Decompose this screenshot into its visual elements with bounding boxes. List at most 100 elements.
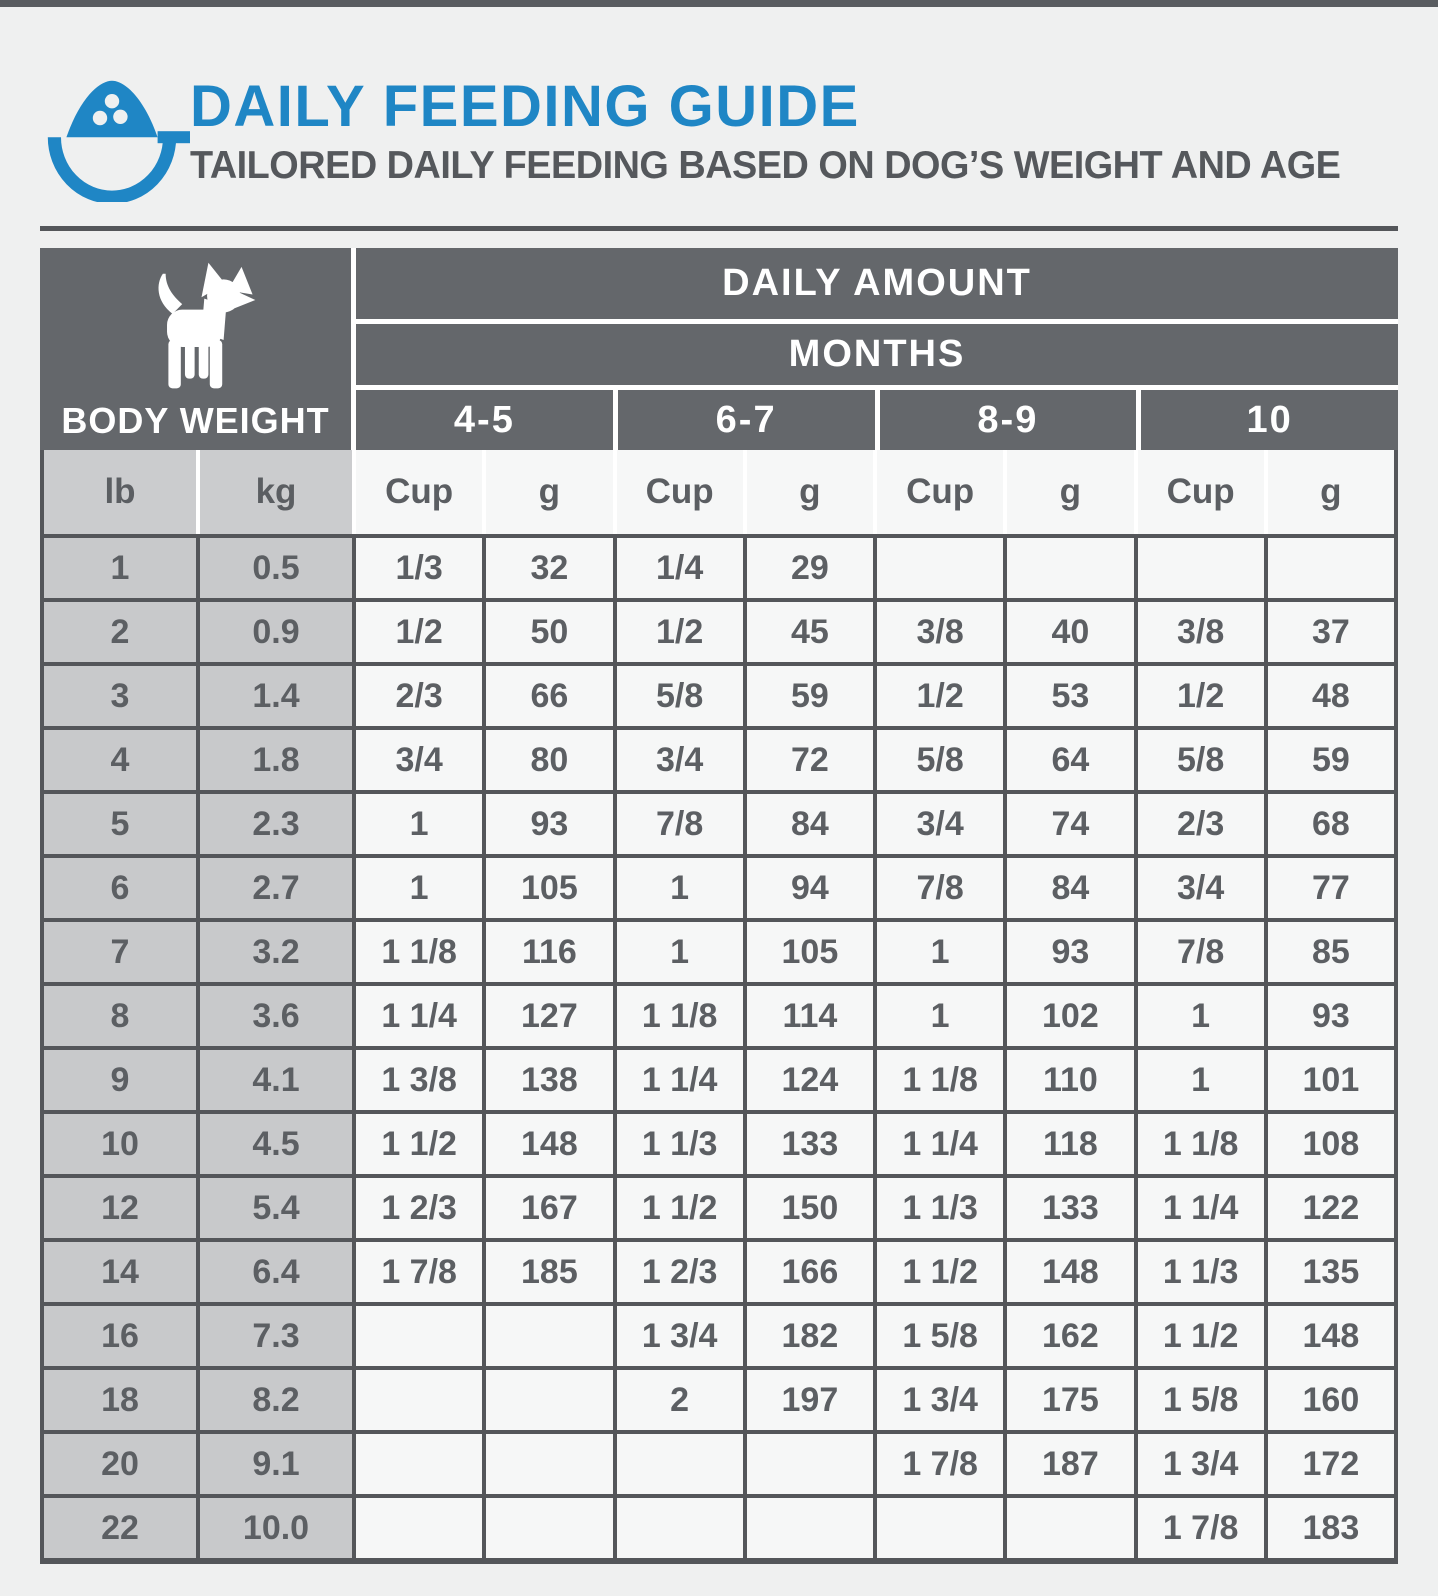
age-group-4-5: 4-5: [453, 398, 515, 441]
amount-cell: 5/8: [1137, 730, 1264, 790]
table-header: BODY WEIGHT DAILY AMOUNT MONTHS 4-5 6-7 …: [40, 248, 1398, 450]
amount-cell: 1 1/8: [616, 986, 743, 1046]
amount-cell: 1 5/8: [877, 1306, 1004, 1366]
amount-cell: 72: [746, 730, 873, 790]
amount-cell: 148: [1007, 1242, 1134, 1302]
amount-cell: 1/3: [356, 538, 483, 598]
amount-cell: 1 1/4: [616, 1050, 743, 1110]
amount-cell: 2: [616, 1370, 743, 1430]
unit-g-10: g: [1267, 450, 1394, 534]
body-weight-cell: 2: [44, 602, 196, 662]
amount-cell: 1 1/8: [356, 922, 483, 982]
amount-cell: 1 1/8: [1137, 1114, 1264, 1174]
amount-cell: 2/3: [356, 666, 483, 726]
amount-cell: 172: [1267, 1434, 1394, 1494]
amount-cell: 84: [746, 794, 873, 854]
body-weight-cell: 5.4: [200, 1178, 352, 1238]
unit-g-8-9: g: [1007, 450, 1134, 534]
amount-cell: 7/8: [877, 858, 1004, 918]
amount-cell: 45: [746, 602, 873, 662]
amount-cell: 102: [1007, 986, 1134, 1046]
amount-cell: 1 1/2: [877, 1242, 1004, 1302]
amount-cell: 1/2: [356, 602, 483, 662]
body-weight-cell: 4: [44, 730, 196, 790]
months-label: MONTHS: [788, 333, 966, 375]
amount-cell: 167: [486, 1178, 613, 1238]
amount-cell: [486, 1434, 613, 1494]
body-weight-cell: 6: [44, 858, 196, 918]
body-weight-cell: 4.1: [200, 1050, 352, 1110]
amount-cell: 116: [486, 922, 613, 982]
amount-cell: [356, 1370, 483, 1430]
body-weight-cell: 22: [44, 1498, 196, 1558]
amount-cell: 1 1/3: [1137, 1242, 1264, 1302]
amount-cell: 122: [1267, 1178, 1394, 1238]
amount-cell: 1: [1137, 1050, 1264, 1110]
amount-cell: 138: [486, 1050, 613, 1110]
amount-cell: 175: [1007, 1370, 1134, 1430]
age-group-6-7: 6-7: [612, 390, 875, 450]
amount-cell: 1 2/3: [356, 1178, 483, 1238]
amount-cell: 5/8: [616, 666, 743, 726]
amount-cell: 1 1/2: [1137, 1306, 1264, 1366]
amount-cell: 148: [486, 1114, 613, 1174]
amount-cell: [1007, 538, 1134, 598]
amount-cell: 59: [1267, 730, 1394, 790]
amount-cell: 1 1/3: [877, 1178, 1004, 1238]
body-weight-cell: 5: [44, 794, 196, 854]
body-weight-cell: 12: [44, 1178, 196, 1238]
amount-cell: 105: [746, 922, 873, 982]
unit-cup-10: Cup: [1137, 450, 1264, 534]
body-weight-cell: 18: [44, 1370, 196, 1430]
amount-cell: 1 7/8: [1137, 1498, 1264, 1558]
daily-amount-section: DAILY AMOUNT MONTHS 4-5 6-7 8-9 10: [356, 248, 1398, 450]
amount-cell: [486, 1498, 613, 1558]
amount-cell: 64: [1007, 730, 1134, 790]
amount-cell: 7/8: [1137, 922, 1264, 982]
amount-cell: [746, 1434, 873, 1494]
amount-cell: 162: [1007, 1306, 1134, 1366]
unit-g-4-5: g: [486, 450, 613, 534]
amount-cell: 1/2: [877, 666, 1004, 726]
chihuahua-dog-icon: [126, 260, 266, 398]
amount-cell: 3/4: [1137, 858, 1264, 918]
page-subtitle: TAILORED DAILY FEEDING BASED ON DOG’S WE…: [190, 144, 1341, 187]
header-separator: [356, 319, 1398, 324]
amount-cell: 5/8: [877, 730, 1004, 790]
body-weight-cell: 1.8: [200, 730, 352, 790]
amount-cell: 93: [1267, 986, 1394, 1046]
body-weight-cell: 1: [44, 538, 196, 598]
amount-cell: 197: [746, 1370, 873, 1430]
amount-cell: 1 1/2: [356, 1114, 483, 1174]
page-header: DAILY FEEDING GUIDE TAILORED DAILY FEEDI…: [40, 70, 1398, 204]
amount-cell: 1: [877, 986, 1004, 1046]
amount-cell: 150: [746, 1178, 873, 1238]
amount-cell: [356, 1306, 483, 1366]
amount-cell: 85: [1267, 922, 1394, 982]
amount-cell: 32: [486, 538, 613, 598]
amount-cell: 3/4: [616, 730, 743, 790]
amount-cell: 1 3/8: [356, 1050, 483, 1110]
amount-cell: 101: [1267, 1050, 1394, 1110]
body-weight-cell: 9: [44, 1050, 196, 1110]
amount-cell: 160: [1267, 1370, 1394, 1430]
top-accent-bar: [0, 0, 1438, 7]
amount-cell: 187: [1007, 1434, 1134, 1494]
amount-cell: 93: [1007, 922, 1134, 982]
body-weight-cell: 2.3: [200, 794, 352, 854]
amount-cell: 93: [486, 794, 613, 854]
amount-cell: 1 7/8: [356, 1242, 483, 1302]
amount-cell: 1: [616, 922, 743, 982]
amount-cell: 1 1/4: [877, 1114, 1004, 1174]
page-title: DAILY FEEDING GUIDE: [190, 74, 860, 139]
amount-cell: 1 3/4: [1137, 1434, 1264, 1494]
amount-cell: [486, 1370, 613, 1430]
amount-cell: 48: [1267, 666, 1394, 726]
amount-cell: 29: [746, 538, 873, 598]
title-block: DAILY FEEDING GUIDE TAILORED DAILY FEEDI…: [190, 70, 1376, 189]
amount-cell: [877, 538, 1004, 598]
amount-cell: 1: [877, 922, 1004, 982]
header-divider-line: [40, 226, 1398, 231]
amount-cell: 1/2: [616, 602, 743, 662]
body-weight-cell: 1.4: [200, 666, 352, 726]
